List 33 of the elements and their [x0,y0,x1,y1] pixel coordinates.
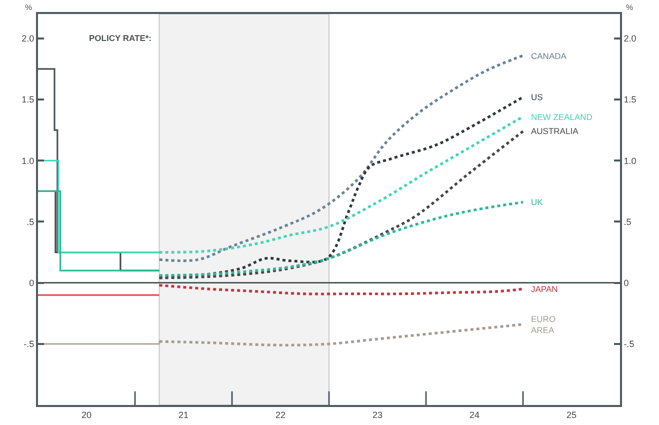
x-tick-label: 24 [469,410,480,420]
y-tick-label: 2.0 [22,34,34,44]
series-label: JAPAN [531,284,558,294]
line-series [158,323,524,346]
x-tick-label: 23 [372,410,383,420]
y-tick-label: -.5 [24,339,34,350]
line-series [158,200,524,277]
y-tick-label: 0 [29,278,34,288]
series-label: UK [531,197,544,207]
y2-tick-label: 1.5 [624,94,636,105]
x-tick-label: 20 [81,410,92,420]
series-label: AUSTRALIA [531,126,579,136]
y2-tick-label: .5 [624,216,632,227]
y-tick-label: 1.5 [22,94,34,105]
series-label: EURO AREA [531,314,556,336]
y2-tick-label: 1.0 [624,156,636,166]
y-axis-title: % [25,3,32,12]
y-tick-label: 1.0 [22,156,34,166]
series-label: NEW ZEALAND [531,112,592,122]
y2-axis-title: % [626,3,634,12]
line-series [158,130,524,280]
line-series [158,96,524,278]
annotation: POLICY RATE*: [89,33,152,43]
series-label: US [531,92,544,102]
x-tick-label: 22 [275,410,286,420]
series-label: CANADA [531,51,567,61]
x-tick-label: 21 [178,410,189,420]
y2-tick-label: 0 [624,278,629,288]
y-tick-label: .5 [26,216,34,227]
line-series [158,284,524,296]
x-tick-label: 25 [566,410,577,420]
y2-tick-label: -.5 [624,339,634,350]
y2-tick-label: 2.0 [624,34,636,44]
